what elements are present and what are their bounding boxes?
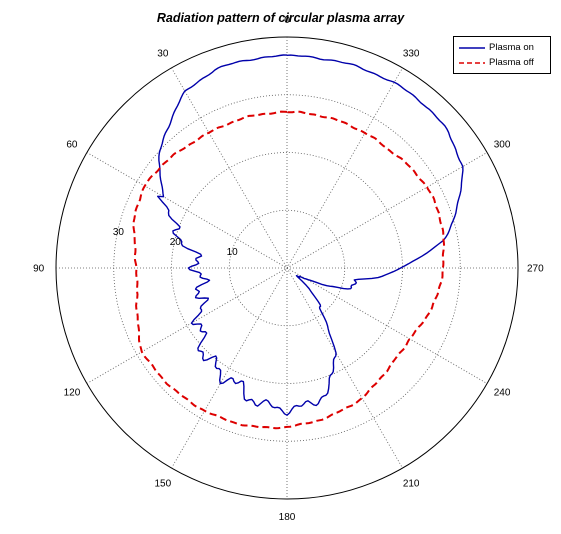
radial-tick-label: 10 xyxy=(227,247,239,258)
angle-tick-label: 150 xyxy=(154,479,171,490)
legend-swatch-plasma-on xyxy=(459,47,485,49)
series-layer xyxy=(132,54,464,430)
legend-label-plasma-on: Plasma on xyxy=(489,42,534,53)
angle-tick-label: 210 xyxy=(403,479,420,490)
polar-grid xyxy=(55,36,519,500)
angle-tick-label: 270 xyxy=(527,264,544,275)
angle-tick-label: 300 xyxy=(494,139,511,150)
legend-label-plasma-off: Plasma off xyxy=(489,57,534,68)
angle-tick-label: 90 xyxy=(33,264,45,275)
angular-grid-spoke xyxy=(171,67,403,469)
chart-title: Radiation pattern of circular plasma arr… xyxy=(156,11,405,25)
angle-tick-label: 240 xyxy=(494,388,511,399)
angle-tick-label: 120 xyxy=(64,388,81,399)
radial-grid-circle xyxy=(171,152,403,384)
radial-tick-label: 20 xyxy=(170,237,182,248)
legend: Plasma on Plasma off xyxy=(453,36,551,74)
angle-tick-label: 330 xyxy=(403,48,420,59)
series-line-plasma-off xyxy=(132,110,446,430)
angle-tick-label: 30 xyxy=(157,48,169,59)
radial-tick-label: 30 xyxy=(113,227,125,238)
series-line-plasma-on xyxy=(157,54,464,416)
legend-swatch-plasma-off xyxy=(459,62,485,64)
angle-tick-label: 60 xyxy=(66,139,78,150)
legend-entry-plasma-off: Plasma off xyxy=(454,55,552,71)
angle-tick-label: 0 xyxy=(284,15,290,26)
legend-entry-plasma-on: Plasma on xyxy=(454,40,552,56)
angle-tick-label: 180 xyxy=(279,512,296,523)
tick-labels: 0 30 60 90 120 150 180 210 240 270 300 330 10 20 30 xyxy=(33,15,544,523)
